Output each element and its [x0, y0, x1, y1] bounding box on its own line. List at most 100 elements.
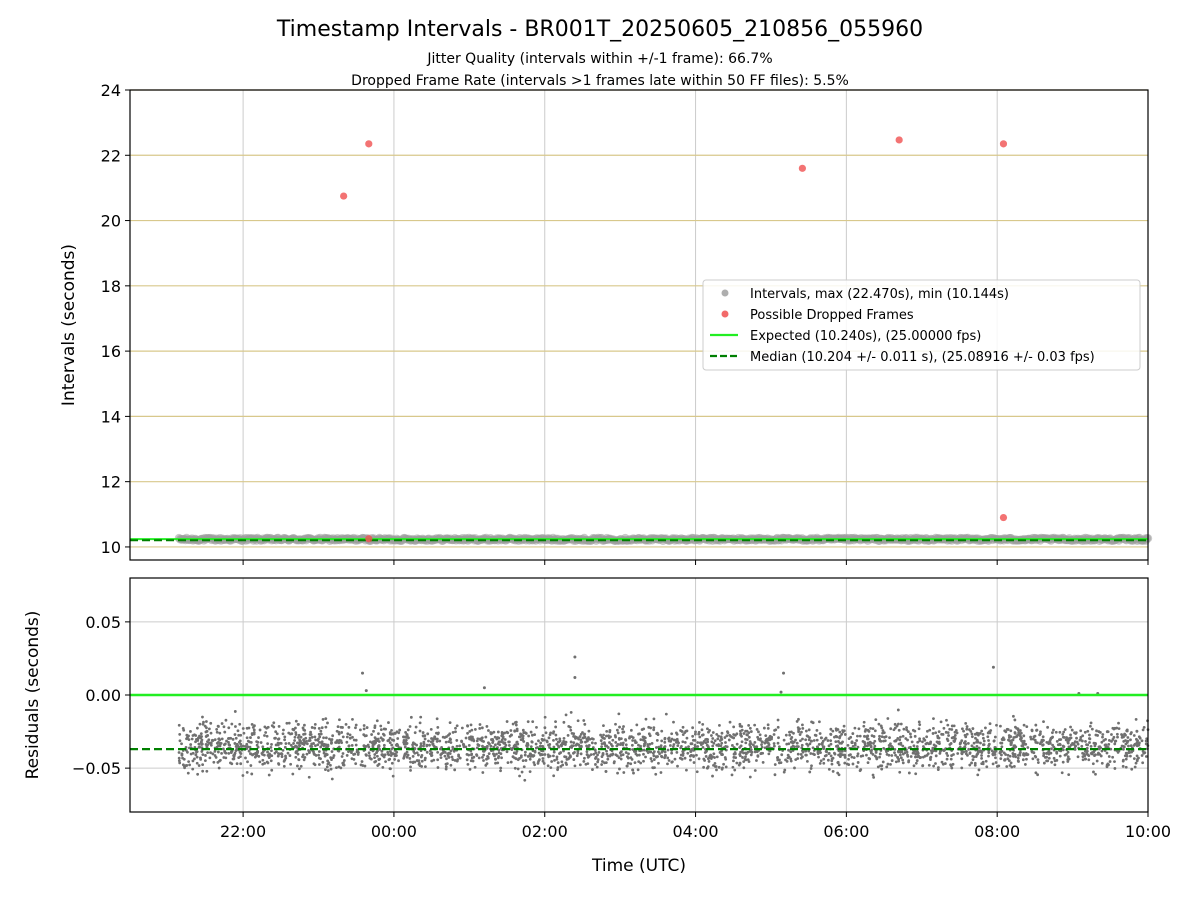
- residual-point: [735, 742, 739, 746]
- residual-point: [531, 720, 535, 723]
- residual-point: [706, 757, 710, 761]
- residual-point: [599, 733, 603, 737]
- residual-point: [782, 738, 786, 742]
- residual-point: [208, 741, 211, 745]
- residual-point: [770, 737, 773, 741]
- residual-point: [1034, 771, 1038, 775]
- residual-point: [282, 764, 286, 768]
- residual-point: [201, 722, 205, 726]
- residual-point: [493, 754, 496, 758]
- residual-point: [284, 742, 288, 745]
- residual-point: [970, 761, 973, 765]
- residual-point: [1016, 759, 1020, 763]
- residual-point: [284, 754, 287, 758]
- residual-point: [896, 736, 900, 740]
- top-y-tick-label: 22: [101, 146, 121, 165]
- residual-point: [282, 759, 286, 763]
- residual-point: [239, 752, 243, 756]
- residual-point: [804, 753, 808, 757]
- residual-point: [308, 750, 311, 753]
- residual-point: [573, 675, 577, 679]
- residual-point: [317, 750, 321, 753]
- residual-point: [324, 768, 327, 772]
- residual-point: [558, 737, 562, 741]
- residual-point: [265, 734, 269, 738]
- residual-point: [583, 722, 587, 726]
- residual-point: [1121, 734, 1124, 737]
- residual-point: [841, 740, 844, 744]
- residual-point: [711, 731, 715, 734]
- residual-point: [1058, 738, 1061, 742]
- residual-point: [907, 746, 911, 750]
- residual-point: [241, 744, 245, 748]
- residual-point: [766, 723, 770, 727]
- residual-point: [1052, 728, 1055, 732]
- residual-point: [200, 743, 203, 746]
- residual-point: [300, 741, 304, 745]
- residual-point: [293, 735, 297, 739]
- residual-point: [1142, 725, 1146, 729]
- residual-point: [1062, 736, 1066, 739]
- residual-point: [362, 724, 366, 727]
- residual-point: [940, 760, 944, 764]
- residual-point: [579, 752, 583, 756]
- residual-point: [886, 762, 890, 766]
- residual-point: [564, 743, 567, 746]
- residual-point: [342, 759, 346, 762]
- residual-point: [256, 745, 260, 749]
- residual-point: [988, 722, 992, 726]
- residual-point: [354, 743, 358, 747]
- residual-point: [1000, 745, 1004, 749]
- residual-point: [782, 671, 786, 675]
- residual-point: [402, 735, 406, 739]
- residual-point: [340, 731, 344, 734]
- residual-point: [681, 725, 685, 729]
- residual-point: [531, 754, 535, 758]
- residual-point: [901, 744, 905, 748]
- residual-point: [886, 717, 890, 720]
- residual-point: [402, 756, 406, 760]
- residual-point: [956, 752, 960, 755]
- residual-point: [717, 765, 721, 769]
- residual-point: [938, 742, 941, 746]
- residual-point: [270, 749, 273, 753]
- residual-point: [715, 768, 718, 772]
- residual-point: [619, 753, 623, 757]
- residual-point: [692, 761, 696, 764]
- residual-point: [233, 733, 237, 736]
- residual-point: [621, 730, 625, 734]
- residual-point: [898, 753, 902, 757]
- residual-point: [601, 753, 605, 756]
- residual-point: [905, 726, 908, 729]
- residual-point: [707, 730, 710, 734]
- residual-point: [207, 727, 211, 731]
- residual-point: [362, 727, 366, 731]
- residual-point: [650, 759, 654, 763]
- residual-point: [554, 725, 558, 729]
- residual-point: [331, 756, 335, 760]
- residual-point: [871, 753, 875, 756]
- residual-point: [552, 754, 555, 758]
- residual-point: [1065, 752, 1068, 756]
- residual-point: [443, 736, 447, 739]
- residual-point: [672, 720, 675, 724]
- residual-point: [1024, 742, 1028, 746]
- residual-point: [749, 745, 753, 749]
- residual-point: [258, 728, 262, 732]
- residual-point: [515, 727, 519, 731]
- residual-point: [529, 745, 533, 749]
- top-y-tick-label: 18: [101, 277, 121, 296]
- residual-point: [187, 738, 191, 742]
- residual-point: [182, 728, 186, 732]
- residual-point: [535, 726, 538, 729]
- residual-point: [986, 731, 990, 735]
- residual-point: [379, 728, 383, 731]
- residual-point: [299, 764, 303, 768]
- residual-point: [217, 725, 220, 728]
- residual-point: [978, 731, 982, 735]
- residual-point: [686, 751, 690, 755]
- residual-point: [241, 727, 245, 730]
- residual-point: [801, 737, 804, 741]
- residual-point: [499, 752, 503, 756]
- residual-point: [773, 773, 777, 777]
